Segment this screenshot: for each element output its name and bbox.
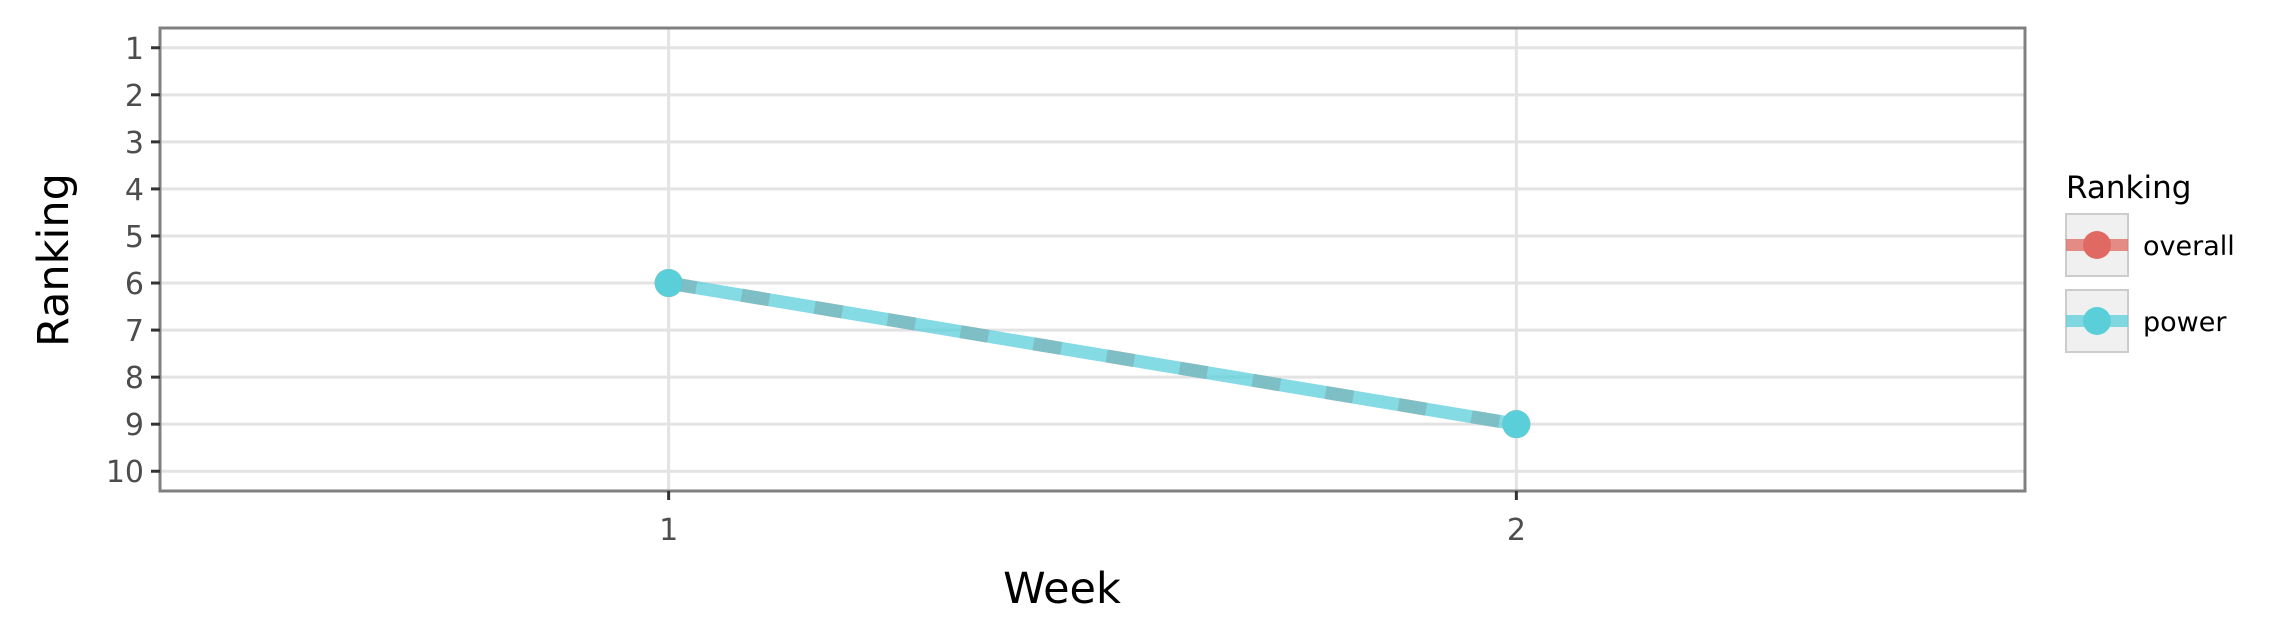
plot-border <box>158 26 2027 493</box>
y-tick-label: 6 <box>125 267 144 302</box>
y-tick-label: 5 <box>125 220 144 255</box>
series-group <box>654 269 1531 439</box>
data-point-power <box>1502 410 1531 439</box>
legend-label-power: power <box>2143 307 2227 338</box>
series-line-power <box>667 276 1518 431</box>
legend-marker-power <box>2083 307 2111 335</box>
legend-label-overall: overall <box>2143 231 2235 262</box>
legend-marker-overall <box>2083 231 2111 259</box>
y-tick-label: 7 <box>125 314 144 349</box>
legend-title: Ranking <box>2066 170 2191 206</box>
y-tick-label: 8 <box>125 361 144 396</box>
data-point-power <box>654 269 683 298</box>
legend-item-overall: overall <box>2065 213 2235 277</box>
y-tick-label: 2 <box>125 79 144 114</box>
y-tick-label: 1 <box>125 32 144 67</box>
y-axis: 1 2 3 4 5 6 7 8 9 10 <box>106 32 160 490</box>
y-tick-label: 3 <box>125 126 144 161</box>
legend-item-power: power <box>2065 289 2227 353</box>
legend: Ranking overall power <box>2065 170 2235 353</box>
y-tick-label: 9 <box>125 408 144 443</box>
y-axis-title: Ranking <box>29 173 79 347</box>
y-tick-label: 4 <box>125 173 144 208</box>
x-axis-title: Week <box>1003 564 1121 614</box>
y-tick-label: 10 <box>106 455 144 490</box>
grid-lines <box>160 28 2025 491</box>
x-tick-label: 2 <box>1507 513 1526 548</box>
x-tick-label: 1 <box>659 513 678 548</box>
